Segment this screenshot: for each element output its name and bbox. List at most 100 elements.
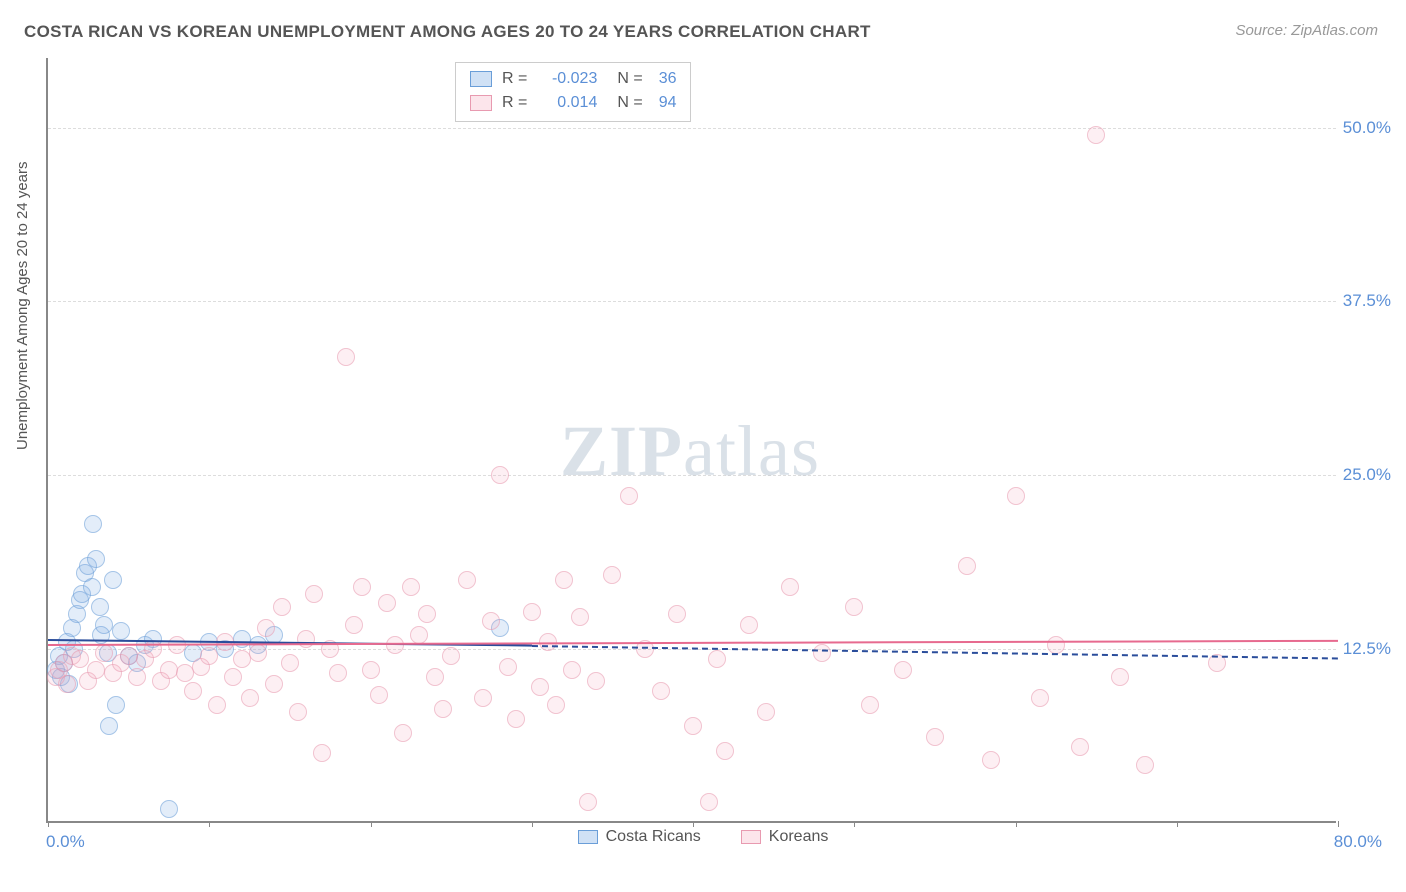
legend-swatch bbox=[470, 95, 492, 111]
legend-label: Costa Ricans bbox=[606, 828, 701, 846]
data-point bbox=[71, 650, 89, 668]
data-point bbox=[402, 578, 420, 596]
data-point bbox=[652, 682, 670, 700]
gridline bbox=[48, 128, 1336, 129]
plot-area bbox=[46, 58, 1336, 823]
data-point bbox=[442, 647, 460, 665]
data-point bbox=[87, 550, 105, 568]
data-point bbox=[83, 578, 101, 596]
data-point bbox=[418, 605, 436, 623]
data-point bbox=[740, 616, 758, 634]
data-point bbox=[362, 661, 380, 679]
data-point bbox=[482, 612, 500, 630]
data-point bbox=[474, 689, 492, 707]
legend-item: Costa Ricans bbox=[578, 828, 701, 846]
x-tick bbox=[854, 821, 855, 827]
data-point bbox=[587, 672, 605, 690]
data-point bbox=[160, 661, 178, 679]
data-point bbox=[861, 696, 879, 714]
gridline bbox=[48, 475, 1336, 476]
data-point bbox=[337, 348, 355, 366]
data-point bbox=[58, 675, 76, 693]
data-point bbox=[1111, 668, 1129, 686]
source-attribution: Source: ZipAtlas.com bbox=[1235, 22, 1378, 39]
data-point bbox=[224, 668, 242, 686]
data-point bbox=[1136, 756, 1154, 774]
data-point bbox=[491, 466, 509, 484]
data-point bbox=[353, 578, 371, 596]
data-point bbox=[1087, 126, 1105, 144]
data-point bbox=[329, 664, 347, 682]
legend-swatch bbox=[578, 830, 598, 844]
n-label: N = bbox=[617, 91, 642, 115]
x-tick bbox=[693, 821, 694, 827]
y-tick-label: 12.5% bbox=[1343, 639, 1391, 659]
legend-row: R =0.014N =94 bbox=[470, 91, 676, 115]
data-point bbox=[273, 598, 291, 616]
y-tick-label: 25.0% bbox=[1343, 465, 1391, 485]
data-point bbox=[1031, 689, 1049, 707]
x-tick bbox=[532, 821, 533, 827]
r-label: R = bbox=[502, 91, 527, 115]
n-label: N = bbox=[617, 67, 642, 91]
data-point bbox=[1047, 636, 1065, 654]
data-point bbox=[257, 619, 275, 637]
data-point bbox=[708, 650, 726, 668]
data-point bbox=[579, 793, 597, 811]
data-point bbox=[200, 647, 218, 665]
legend-swatch bbox=[741, 830, 761, 844]
y-axis-label: Unemployment Among Ages 20 to 24 years bbox=[14, 161, 31, 450]
data-point bbox=[603, 566, 621, 584]
data-point bbox=[184, 682, 202, 700]
data-point bbox=[716, 742, 734, 760]
data-point bbox=[571, 608, 589, 626]
data-point bbox=[668, 605, 686, 623]
data-point bbox=[700, 793, 718, 811]
x-tick bbox=[371, 821, 372, 827]
data-point bbox=[345, 616, 363, 634]
data-point bbox=[394, 724, 412, 742]
x-tick bbox=[1016, 821, 1017, 827]
data-point bbox=[499, 658, 517, 676]
x-axis-min-label: 0.0% bbox=[46, 832, 85, 852]
data-point bbox=[781, 578, 799, 596]
data-point bbox=[563, 661, 581, 679]
x-tick bbox=[48, 821, 49, 827]
correlation-legend: R =-0.023N =36R =0.014N =94 bbox=[455, 62, 691, 122]
legend-swatch bbox=[470, 71, 492, 87]
data-point bbox=[107, 696, 125, 714]
y-tick-label: 37.5% bbox=[1343, 291, 1391, 311]
data-point bbox=[128, 668, 146, 686]
data-point bbox=[1071, 738, 1089, 756]
data-point bbox=[104, 571, 122, 589]
data-point bbox=[531, 678, 549, 696]
data-point bbox=[555, 571, 573, 589]
data-point bbox=[507, 710, 525, 728]
data-point bbox=[289, 703, 307, 721]
y-tick-label: 50.0% bbox=[1343, 118, 1391, 138]
data-point bbox=[547, 696, 565, 714]
data-point bbox=[281, 654, 299, 672]
data-point bbox=[160, 800, 178, 818]
data-point bbox=[84, 515, 102, 533]
legend-row: R =-0.023N =36 bbox=[470, 67, 676, 91]
data-point bbox=[241, 689, 259, 707]
data-point bbox=[297, 630, 315, 648]
data-point bbox=[95, 644, 113, 662]
n-value: 36 bbox=[659, 67, 677, 91]
data-point bbox=[410, 626, 428, 644]
data-point bbox=[91, 598, 109, 616]
legend-item: Koreans bbox=[741, 828, 829, 846]
data-point bbox=[958, 557, 976, 575]
r-value: -0.023 bbox=[537, 67, 597, 91]
data-point bbox=[434, 700, 452, 718]
data-point bbox=[426, 668, 444, 686]
r-value: 0.014 bbox=[537, 91, 597, 115]
data-point bbox=[1007, 487, 1025, 505]
data-point bbox=[265, 675, 283, 693]
data-point bbox=[813, 644, 831, 662]
data-point bbox=[249, 644, 267, 662]
data-point bbox=[982, 751, 1000, 769]
data-point bbox=[208, 696, 226, 714]
data-point bbox=[100, 717, 118, 735]
